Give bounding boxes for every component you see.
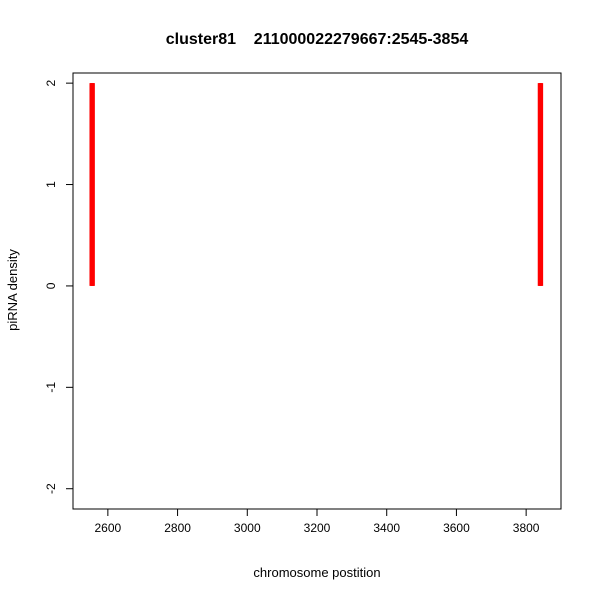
x-axis-label: chromosome postition <box>253 565 380 580</box>
data-marks <box>89 83 544 286</box>
x-tick-label: 3600 <box>443 521 470 535</box>
x-tick-label: 2600 <box>95 521 122 535</box>
y-tick-label: -1 <box>44 382 58 393</box>
x-tick-label: 3000 <box>234 521 261 535</box>
y-axis-label: piRNA density <box>5 249 20 331</box>
x-tick-label: 3200 <box>304 521 331 535</box>
y-axis: -2 -1 0 1 2 <box>44 79 74 494</box>
x-axis: 2600 2800 3000 3200 3400 3600 3800 <box>95 508 540 535</box>
y-tick-label: 0 <box>44 282 58 289</box>
chart-title: cluster81 211000022279667:2545-3854 <box>166 31 469 48</box>
x-tick-label: 3800 <box>513 521 540 535</box>
plot-area-box <box>72 72 562 510</box>
y-tick-label: 2 <box>44 79 58 86</box>
y-tick-label: 1 <box>44 181 58 188</box>
x-tick-label: 3400 <box>373 521 400 535</box>
x-tick-label: 2800 <box>164 521 191 535</box>
y-tick-label: -2 <box>44 483 58 494</box>
